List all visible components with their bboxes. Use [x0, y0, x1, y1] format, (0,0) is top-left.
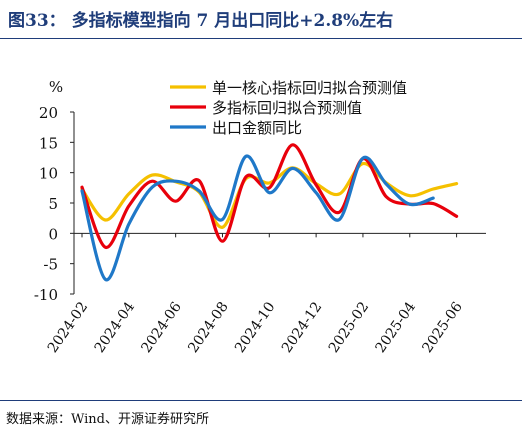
y-tick-label: 15 — [39, 134, 58, 152]
x-tick-label: 2024-02 — [45, 299, 91, 356]
source-rule — [0, 400, 522, 401]
series-line-1 — [80, 161, 459, 229]
y-axis-label: % — [49, 78, 63, 96]
series-layer — [80, 143, 459, 282]
y-tick-label: 10 — [39, 165, 58, 183]
x-tick-label: 2025-04 — [373, 299, 420, 356]
series-line-3 — [80, 154, 435, 282]
y-tick-label: -10 — [34, 286, 58, 304]
x-tick-label: 2024-06 — [138, 299, 185, 356]
title-rule — [0, 38, 522, 39]
figure-title: 图33： 多指标模型指向 7 月出口同比+2.8%左右 — [8, 11, 394, 31]
y-tick-label: -5 — [43, 256, 58, 274]
series-line-2 — [80, 143, 459, 249]
y-tick-label: 5 — [48, 195, 58, 213]
source-note: 数据来源：Wind、开源证券研究所 — [6, 412, 209, 427]
x-tick-label: 2024-12 — [279, 299, 325, 356]
legend-label-2: 多指标回归拟合预测值 — [212, 99, 362, 117]
x-tick-label: 2024-08 — [185, 299, 231, 356]
y-tick-label: 0 — [48, 225, 58, 243]
x-tick-label: 2024-10 — [232, 299, 278, 356]
x-tick-label: 2025-02 — [326, 299, 372, 356]
x-tick-label: 2025-06 — [419, 299, 466, 356]
legend-label-3: 出口金额同比 — [212, 119, 302, 137]
x-tick-label: 2024-04 — [92, 299, 139, 356]
legend-label-1: 单一核心指标回归拟合预测值 — [212, 79, 407, 97]
y-tick-label: 20 — [39, 104, 58, 122]
